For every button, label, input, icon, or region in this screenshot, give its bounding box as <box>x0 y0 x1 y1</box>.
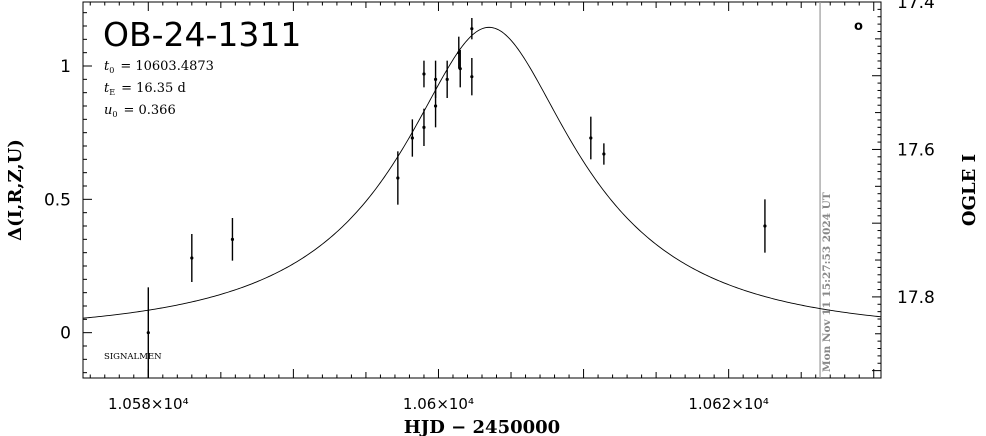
data-point <box>433 77 438 81</box>
right-tick-label: 17.8 <box>897 288 935 308</box>
data-point <box>602 152 606 156</box>
param-u0-value: = 0.366 <box>123 103 175 118</box>
param-t0: t0 = 10603.4873 <box>104 59 214 75</box>
param-t0-value: = 10603.4873 <box>120 59 214 74</box>
y-axis-ticks: 00.51 <box>44 12 92 374</box>
data-point <box>422 125 426 129</box>
right-axis-ticks: 17.4 17.6 17.8 <box>872 0 935 379</box>
y-tick-label: 0.5 <box>44 190 71 210</box>
data-point <box>763 224 767 228</box>
data-point <box>422 72 426 76</box>
param-u0-symbol: u <box>104 103 112 118</box>
x-axis-label: HJD − 2450000 <box>404 417 560 436</box>
right-tick-label: 17.6 <box>897 140 935 160</box>
data-point <box>396 176 400 180</box>
model-curve <box>82 26 882 319</box>
marker-label: o <box>854 19 863 34</box>
param-u0: u0 = 0.366 <box>104 103 176 119</box>
x-tick-label: 1.06×10⁴ <box>403 395 474 413</box>
param-t0-symbol: t <box>104 59 110 74</box>
data-point <box>470 27 474 31</box>
param-tE-value: = 16.35 d <box>121 81 186 96</box>
y-tick-label: 1 <box>60 57 71 77</box>
chart-title: OB-24-1311 <box>103 15 301 54</box>
dataset-label: SIGNALMEN <box>104 352 162 362</box>
param-u0-sub: 0 <box>112 110 117 119</box>
fit-parameters: t0 = 10603.4873 tE = 16.35 d u0 = 0.366 <box>104 59 214 119</box>
data-point <box>146 331 150 335</box>
right-axis-label-text: OGLE I <box>959 154 980 226</box>
x-axis-ticks: 1.058×10⁴ 1.06×10⁴ 1.062×10⁴ <box>89 2 875 413</box>
data-point <box>589 136 593 140</box>
y-tick-label: 0 <box>60 324 71 344</box>
timestamp-label: Mon Nov 11 15:27:53 2024 UT <box>821 192 833 372</box>
data-point <box>230 237 235 241</box>
y-axis-label: Δ(I,R,Z,U) <box>5 139 26 241</box>
x-tick-label: 1.058×10⁴ <box>108 395 189 413</box>
param-tE-sub: E <box>109 88 115 97</box>
param-tE-symbol: t <box>104 81 110 96</box>
right-tick-label: 17.4 <box>897 0 935 13</box>
data-point <box>433 104 438 108</box>
data-point <box>190 256 194 260</box>
right-axis-label: OGLE I <box>959 154 980 226</box>
data-points <box>146 18 767 378</box>
x-tick-label: 1.062×10⁴ <box>688 395 769 413</box>
data-point <box>445 77 449 81</box>
data-point <box>470 75 474 79</box>
param-tE: tE = 16.35 d <box>104 81 186 97</box>
data-point <box>458 67 462 71</box>
param-t0-sub: 0 <box>109 66 114 75</box>
data-point <box>410 136 414 140</box>
